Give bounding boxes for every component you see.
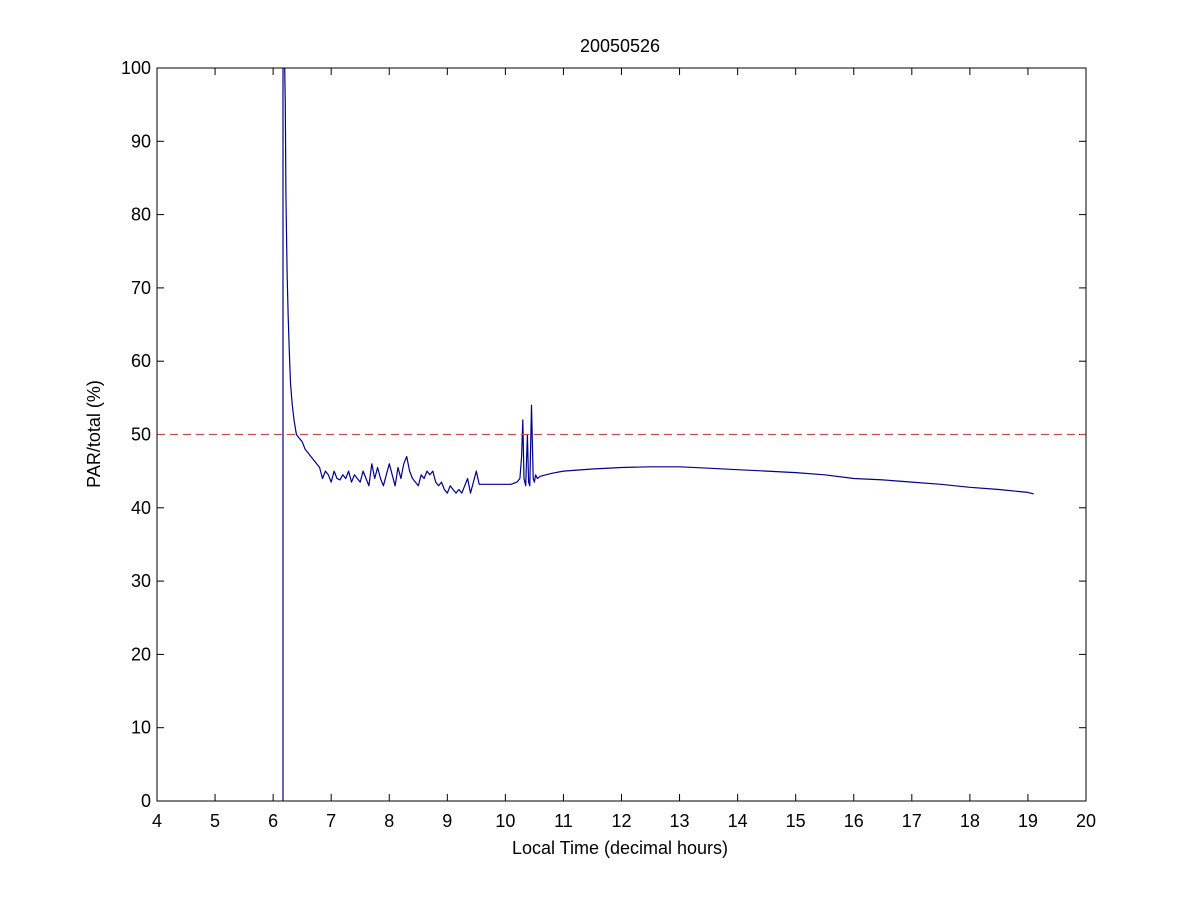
y-tick-label: 10 [131,718,151,738]
x-tick-label: 8 [384,811,394,831]
x-tick-label: 12 [611,811,631,831]
y-tick-label: 90 [131,131,151,151]
y-tick-label: 30 [131,571,151,591]
x-axis-label: Local Time (decimal hours) [512,838,728,858]
x-tick-label: 7 [326,811,336,831]
axis-ticks: 4 5 6 7 8 9 10 11 12 13 14 15 16 17 18 19 20 0 10 20 30 40 50 6… [121,58,1096,831]
plot-frame [156,67,1087,802]
y-tick-label: 20 [131,644,151,664]
x-tick-label: 10 [495,811,515,831]
x-tick-label: 14 [728,811,748,831]
y-axis-label: PAR/total (%) [84,380,104,488]
x-tick-label: 20 [1076,811,1096,831]
x-tick-label: 11 [554,811,573,831]
y-tick-label: 50 [131,425,151,445]
x-tick-label: 18 [960,811,980,831]
plot-area [157,68,1086,801]
x-tick-label: 17 [902,811,922,831]
y-tick-label: 70 [131,278,151,298]
x-tick-label: 5 [210,811,220,831]
y-tick-label: 40 [131,498,151,518]
y-tick-label: 100 [121,58,151,78]
chart-title: 20050526 [580,36,660,56]
y-tick-label: 80 [131,205,151,225]
data-series-line [282,68,1034,801]
y-tick-label: 60 [131,351,151,371]
y-tick-label: 0 [141,791,151,811]
x-tick-label: 15 [786,811,806,831]
x-tick-label: 13 [670,811,690,831]
x-tick-label: 16 [844,811,864,831]
x-tick-label: 19 [1018,811,1038,831]
x-tick-label: 6 [268,811,278,831]
x-tick-label: 4 [152,811,162,831]
x-tick-label: 9 [442,811,452,831]
